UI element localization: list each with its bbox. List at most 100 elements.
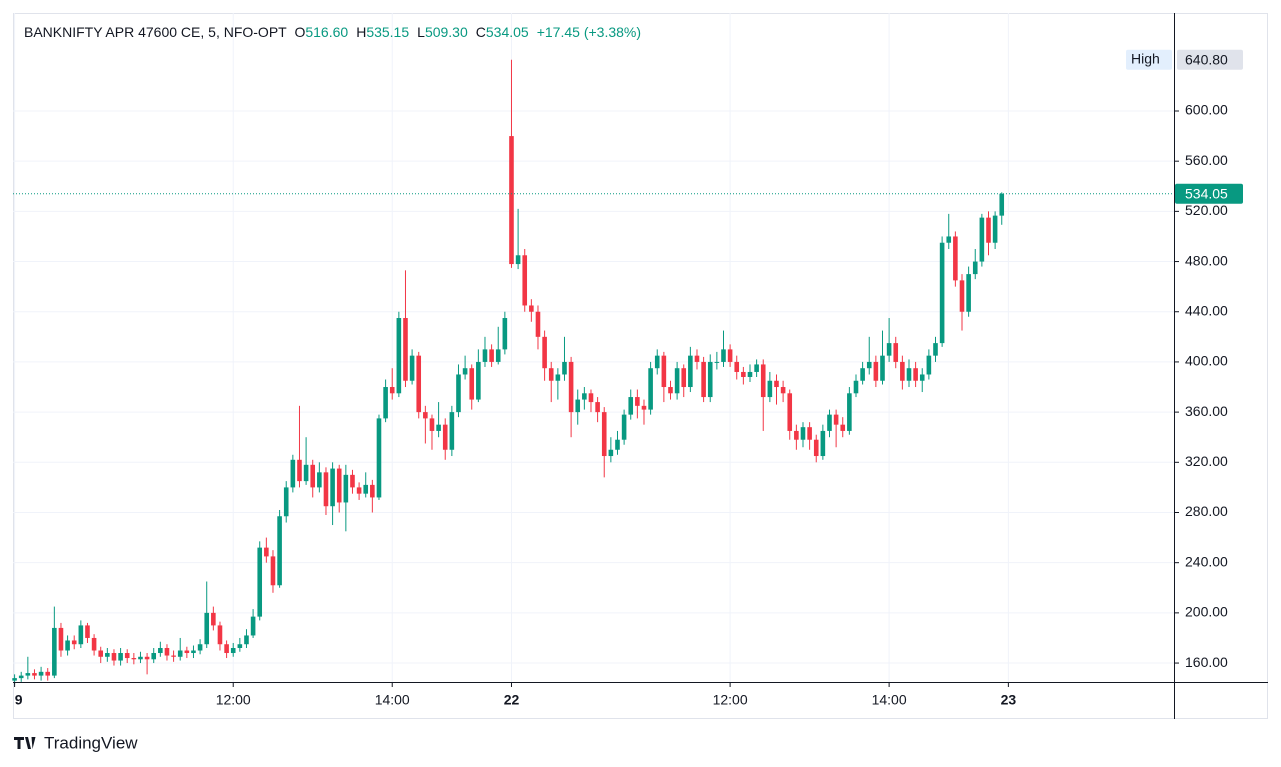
- candle-body: [707, 361, 713, 398]
- candle-body: [575, 399, 581, 413]
- x-tick-label: 22: [504, 692, 520, 708]
- candle-body: [78, 625, 84, 645]
- candle-body: [52, 627, 57, 676]
- candle-body: [383, 387, 388, 419]
- candle-body: [555, 374, 561, 381]
- candle-body: [363, 484, 369, 494]
- candle-body: [270, 556, 276, 586]
- candle-body: [217, 625, 223, 645]
- candle-body: [158, 647, 163, 654]
- candle-body: [449, 412, 455, 450]
- candle-body: [111, 653, 117, 661]
- candle-body: [204, 612, 210, 645]
- candle-body: [972, 261, 978, 275]
- candle-body: [919, 374, 925, 381]
- y-tick-label: 400.00: [1185, 353, 1228, 369]
- o-value: 516.60: [305, 24, 348, 40]
- candle-body: [350, 474, 355, 488]
- y-tick-label: 200.00: [1185, 604, 1228, 620]
- change: +17.45 (+3.38%): [537, 24, 641, 40]
- high-value-box: [1177, 49, 1243, 70]
- candle-body: [283, 487, 289, 517]
- candle-body: [25, 673, 31, 676]
- candle-body: [98, 650, 104, 657]
- candle-body: [138, 656, 143, 660]
- candle-body: [522, 255, 528, 306]
- y-tick-label: 440.00: [1185, 302, 1228, 318]
- candle-body: [423, 412, 428, 419]
- y-tick-label: 560.00: [1185, 152, 1228, 168]
- candle-body: [562, 361, 567, 375]
- candle-body: [177, 650, 183, 657]
- candle-body: [979, 217, 985, 262]
- candle-body: [774, 380, 779, 388]
- candle-body: [442, 424, 448, 450]
- candle-body: [18, 675, 24, 679]
- candle-body: [847, 393, 852, 431]
- high-tag-box: [1126, 49, 1172, 70]
- candle-body: [694, 355, 700, 362]
- x-tick-label: 9: [15, 692, 23, 708]
- candle-body: [999, 193, 1005, 216]
- o-label: O: [294, 24, 305, 40]
- candle-body: [926, 355, 932, 375]
- x-tick-label: 12:00: [216, 692, 251, 708]
- candle-body: [588, 393, 594, 403]
- candle-body: [880, 355, 885, 381]
- candle-body: [85, 625, 90, 638]
- candle-body: [668, 387, 673, 394]
- candle-body: [436, 424, 441, 431]
- y-tick-label: 240.00: [1185, 553, 1228, 569]
- candle-body: [635, 397, 640, 406]
- candle-body: [595, 402, 600, 413]
- candle-body: [621, 414, 627, 440]
- candle-body: [32, 673, 37, 676]
- y-tick-label: 280.00: [1185, 503, 1228, 519]
- candle-body: [734, 361, 740, 372]
- candle-body: [760, 364, 766, 398]
- candle-body: [992, 215, 998, 243]
- candle-body: [469, 368, 475, 400]
- candle-body: [58, 627, 64, 651]
- candle-body: [476, 361, 481, 400]
- candle-body: [601, 412, 607, 457]
- candle-body: [124, 653, 130, 659]
- l-label: L: [417, 24, 425, 40]
- l-value: 509.30: [425, 24, 468, 40]
- candle-body: [416, 355, 422, 413]
- candle-body: [615, 439, 620, 450]
- candle-body: [495, 349, 501, 362]
- candle-body: [456, 374, 461, 413]
- candle-body: [780, 387, 786, 394]
- x-tick-label: 12:00: [713, 692, 748, 708]
- candle-body: [403, 318, 408, 381]
- y-tick-label: 160.00: [1185, 654, 1228, 670]
- candle-body: [118, 653, 123, 661]
- candle-body: [853, 380, 859, 394]
- chart-frame: [13, 13, 1268, 719]
- candle-body: [515, 255, 521, 265]
- candle-body: [502, 318, 508, 350]
- candle-body: [608, 449, 614, 457]
- candle-body: [211, 612, 216, 626]
- candle-body: [529, 305, 534, 312]
- candle-body: [396, 318, 402, 394]
- candle-body: [105, 653, 110, 657]
- y-tick-label: 480.00: [1185, 252, 1228, 268]
- candle-body: [628, 397, 634, 415]
- candle-body: [794, 430, 799, 440]
- candle-body: [336, 468, 342, 503]
- candle-body: [813, 439, 819, 457]
- candle-body: [681, 368, 687, 388]
- candle-body: [906, 368, 912, 381]
- candle-body: [12, 678, 17, 681]
- candle-body: [164, 647, 170, 656]
- candle-body: [91, 637, 97, 651]
- candle-body: [323, 472, 329, 507]
- candle-body: [184, 650, 190, 654]
- candle-body: [317, 472, 322, 488]
- candle-body: [953, 236, 958, 281]
- candle-body: [356, 487, 362, 494]
